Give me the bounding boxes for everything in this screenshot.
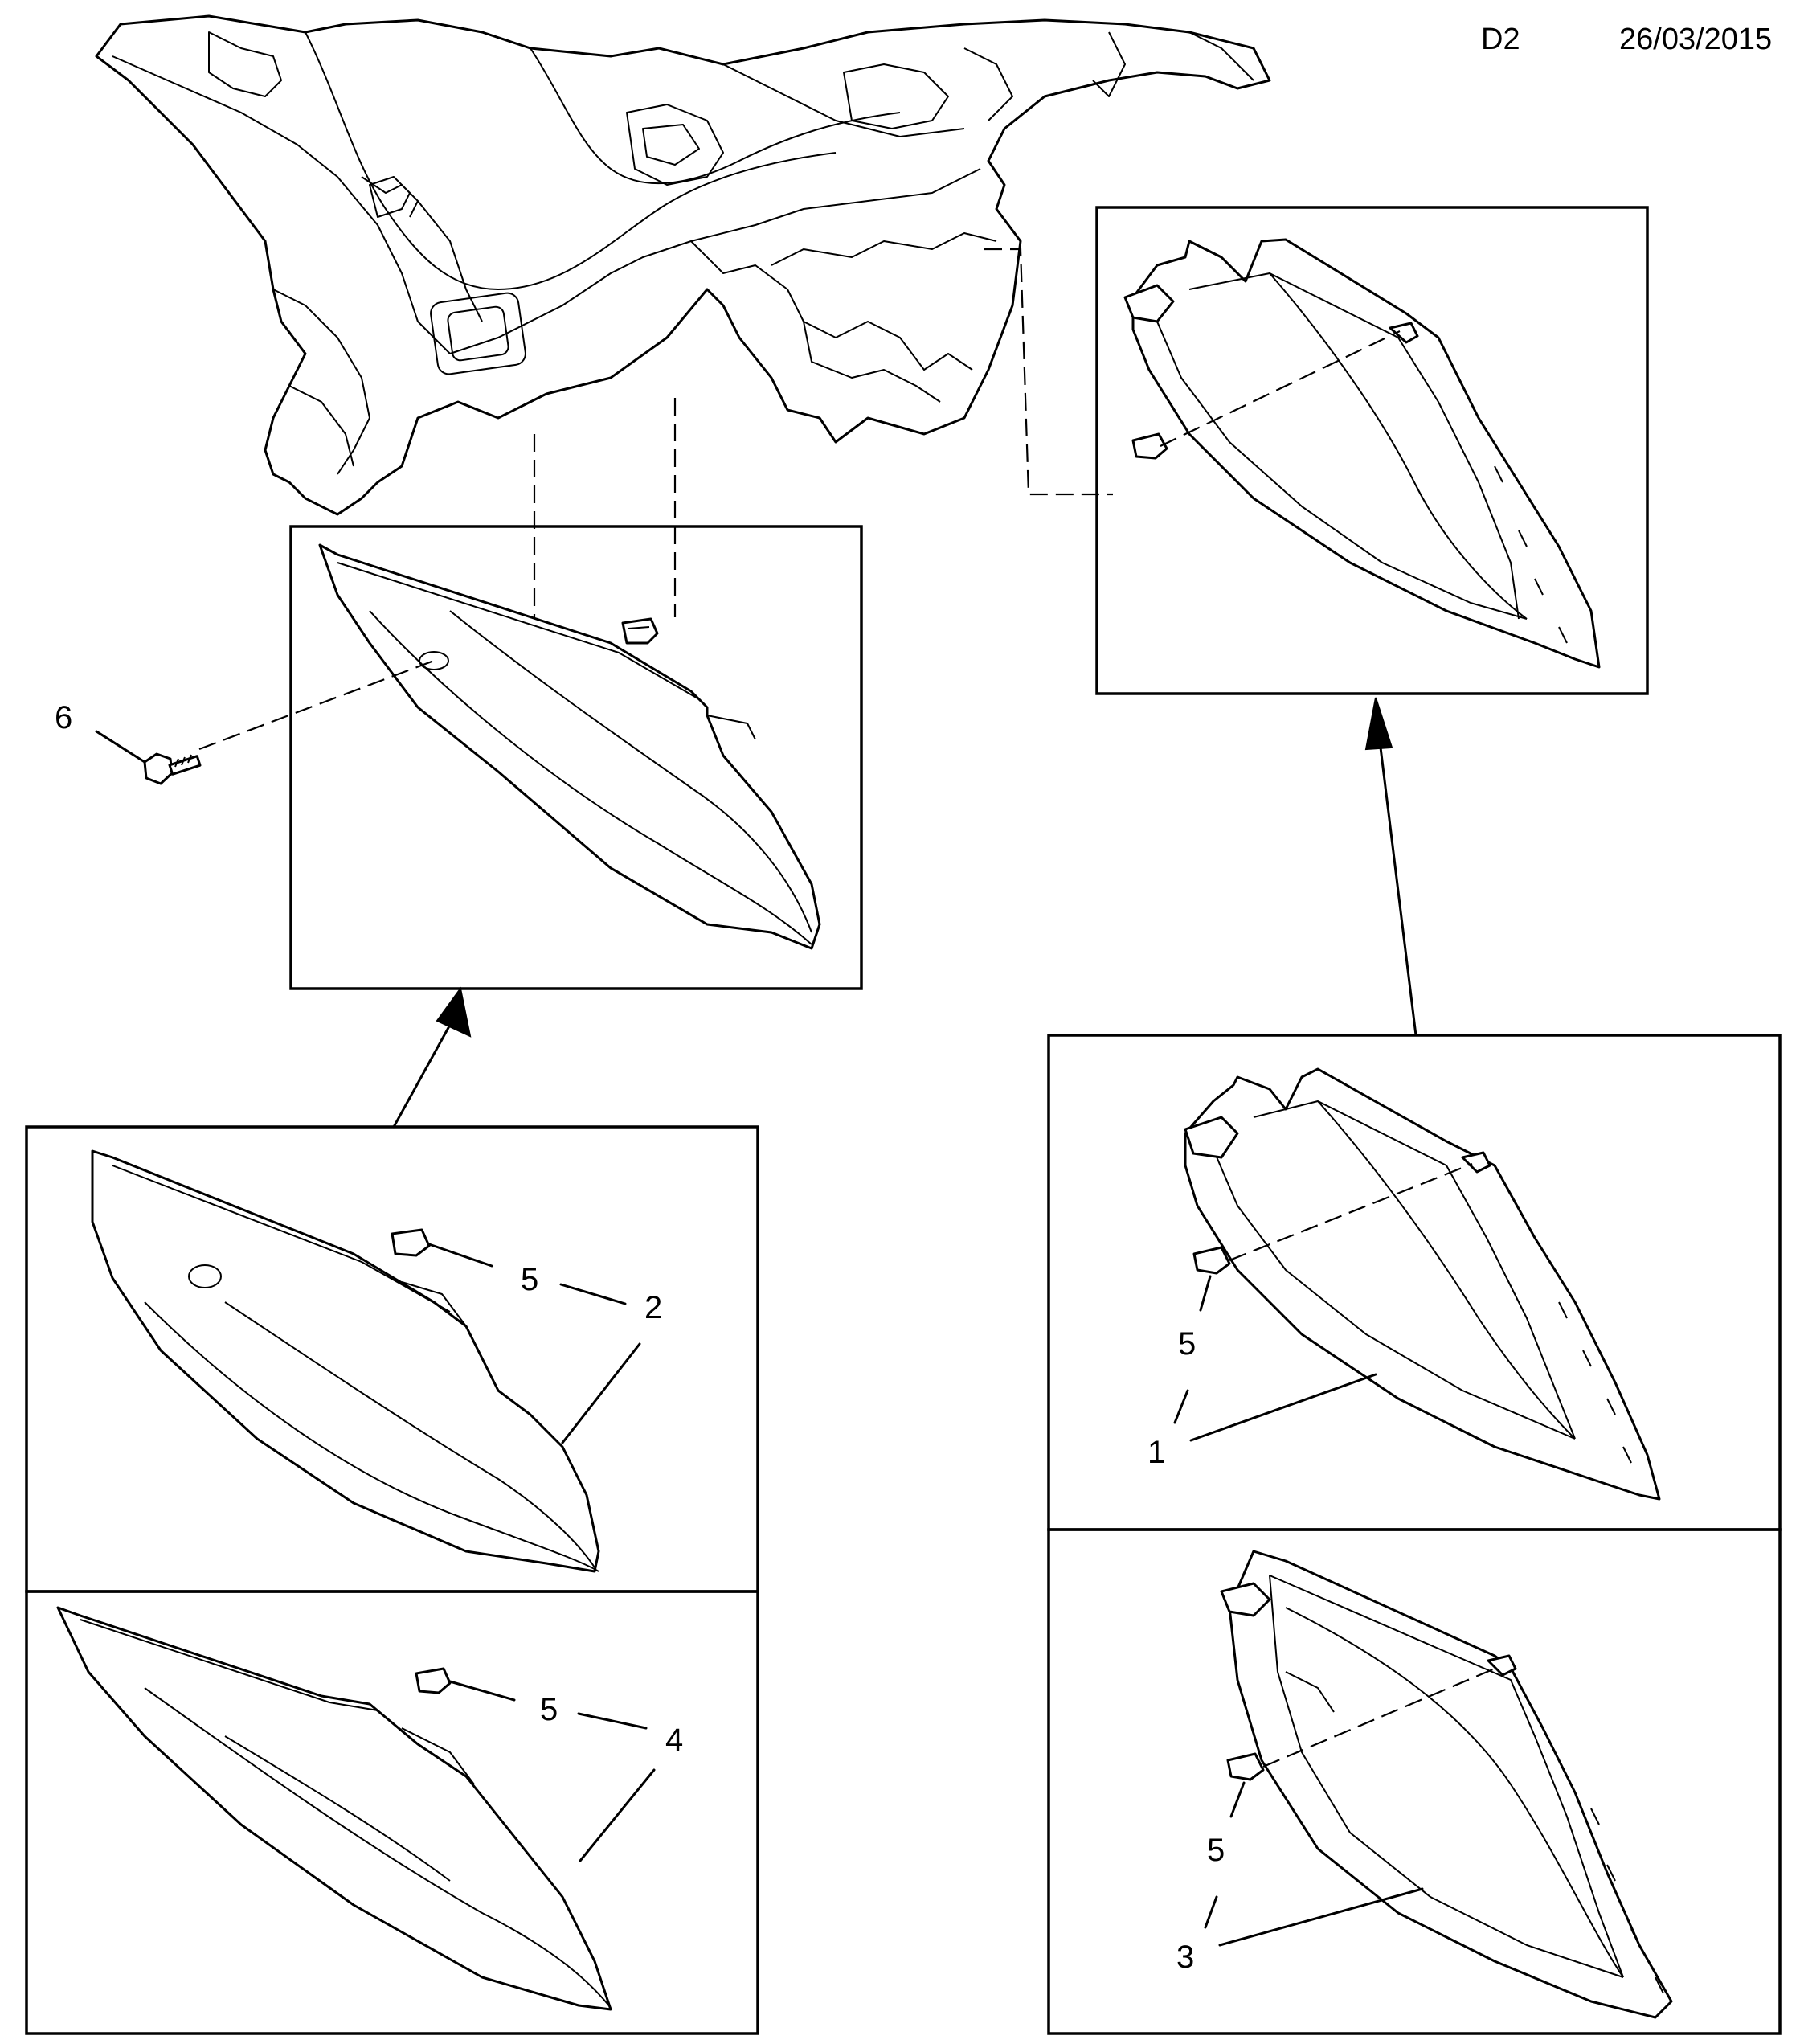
trim-panel-item-2 <box>91 1149 600 1573</box>
diagram-date: 26/03/2015 <box>1619 23 1773 56</box>
detail-frame-upper-left <box>289 525 863 990</box>
leader-line-4-tie <box>577 1712 648 1730</box>
leader-dash-b <box>1160 330 1401 447</box>
retaining-clip-icon <box>1226 1752 1265 1781</box>
callout-2: 2 <box>644 1290 662 1325</box>
retaining-clip-icon <box>621 617 659 645</box>
retaining-clip-icon <box>391 1228 431 1257</box>
arrow-up-icon <box>1364 697 1417 1037</box>
retaining-clip-icon <box>1487 1654 1517 1677</box>
glovebox-item-3 <box>1220 1550 1673 2019</box>
detail-frame-upper-right <box>1095 206 1649 695</box>
leader-line-3 <box>1218 1887 1424 1947</box>
callout-5c: 5 <box>1178 1326 1196 1362</box>
dashboard-assembly-illustration <box>95 14 1271 516</box>
diagram-code: D2 <box>1481 23 1520 56</box>
leader-line-5c-down <box>1173 1389 1189 1424</box>
retaining-clip-icon <box>1461 1151 1491 1174</box>
leader-dash-screw <box>198 659 435 751</box>
leader-line-5b <box>448 1680 516 1702</box>
leader-dash-e <box>1262 1667 1495 1768</box>
leader-line-1 <box>1189 1373 1377 1442</box>
leader-line-2 <box>561 1342 641 1444</box>
callout-5b: 5 <box>540 1692 558 1727</box>
leader-line-6 <box>95 730 146 764</box>
leader-line-5c-up <box>1199 1275 1212 1312</box>
retaining-clip-icon <box>1192 1246 1231 1275</box>
leader-dash-d <box>1229 1162 1473 1262</box>
callout-1: 1 <box>1147 1435 1165 1470</box>
leader-line-2-tie <box>559 1283 627 1305</box>
detail-frame-lower-right-b <box>1047 1528 1782 2035</box>
callout-5d: 5 <box>1207 1833 1225 1868</box>
callout-4: 4 <box>665 1722 683 1758</box>
callout-3: 3 <box>1176 1940 1194 1975</box>
leader-line-5a <box>427 1243 493 1268</box>
trim-panel-upper-left <box>318 543 821 950</box>
leader-line-5d-down <box>1204 1895 1218 1929</box>
glovebox-upper-right <box>1123 238 1601 669</box>
glovebox-item-1 <box>1184 1067 1661 1501</box>
retaining-clip-icon <box>1131 432 1168 460</box>
retaining-clip-icon <box>415 1667 452 1694</box>
retaining-clip-icon <box>1389 322 1419 344</box>
leader-line-5d-up <box>1229 1781 1246 1818</box>
trim-panel-item-4 <box>56 1606 612 2011</box>
leader-dash-3 <box>984 248 1113 496</box>
callout-5a: 5 <box>521 1262 538 1297</box>
detail-frame-lower-left-b <box>25 1590 759 2035</box>
leader-line-4 <box>579 1768 656 1862</box>
screw-icon <box>143 752 202 785</box>
callout-6: 6 <box>55 700 72 735</box>
arrow-up-icon <box>392 986 472 1129</box>
